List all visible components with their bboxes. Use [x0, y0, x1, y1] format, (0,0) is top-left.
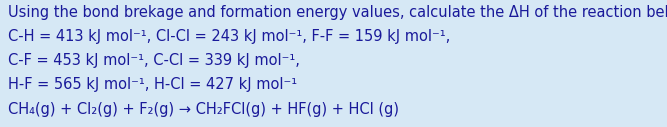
Text: Using the bond brekage and formation energy values, calculate the ΔH of the reac: Using the bond brekage and formation ene… — [8, 5, 667, 20]
Text: H-F = 565 kJ mol⁻¹, H-Cl = 427 kJ mol⁻¹: H-F = 565 kJ mol⁻¹, H-Cl = 427 kJ mol⁻¹ — [8, 77, 297, 92]
Text: C-H = 413 kJ mol⁻¹, Cl-Cl = 243 kJ mol⁻¹, F-F = 159 kJ mol⁻¹,: C-H = 413 kJ mol⁻¹, Cl-Cl = 243 kJ mol⁻¹… — [8, 29, 450, 44]
Text: C-F = 453 kJ mol⁻¹, C-Cl = 339 kJ mol⁻¹,: C-F = 453 kJ mol⁻¹, C-Cl = 339 kJ mol⁻¹, — [8, 53, 300, 68]
Text: CH₄(g) + Cl₂(g) + F₂(g) → CH₂FCl(g) + HF(g) + HCl (g): CH₄(g) + Cl₂(g) + F₂(g) → CH₂FCl(g) + HF… — [8, 102, 399, 117]
